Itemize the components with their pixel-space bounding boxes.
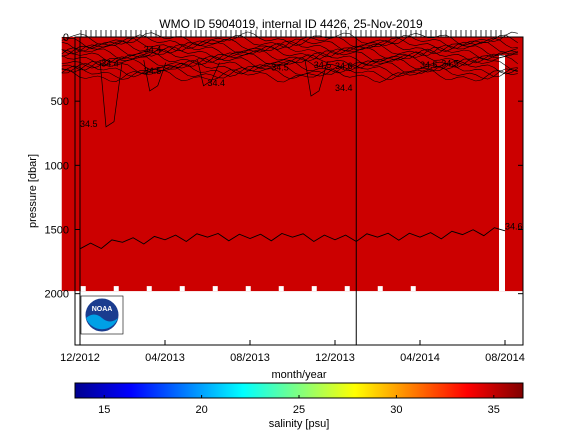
- profile-gap: [344, 286, 350, 292]
- contour-label: 34.4: [144, 44, 162, 54]
- x-axis-label: month/year: [271, 369, 326, 381]
- contour-line: [61, 40, 518, 55]
- contour-label: 34.5: [144, 66, 162, 76]
- contour-label: 34.5: [420, 60, 438, 70]
- contour-line: [61, 57, 518, 72]
- axes-frame: [74, 36, 524, 346]
- profile-gap: [80, 286, 86, 292]
- colorbar: 15 20 25 30 35 salinity [psu]: [74, 382, 524, 430]
- profile-gap: [146, 286, 152, 292]
- chart-title: WMO ID 5904019, internal ID 4426, 25-Nov…: [159, 17, 423, 31]
- x-tick-label: 12/2013: [315, 352, 355, 364]
- profile-gap: [179, 286, 185, 292]
- contour-label: 34.6: [505, 222, 523, 232]
- profile-gap: [245, 286, 251, 292]
- x-tick-label: 12/2012: [60, 352, 100, 364]
- contour-label: 34.5: [271, 62, 289, 72]
- contour-line: [61, 54, 518, 69]
- contour-spike: [143, 60, 167, 92]
- y-tick-label: 1500: [45, 225, 69, 237]
- contour-label: 34.5: [441, 59, 459, 69]
- contour-line: [61, 34, 518, 49]
- contour-label: 34.6: [335, 61, 353, 71]
- colorbar-tick-label: 30: [390, 404, 402, 416]
- colorbar-tick-label: 15: [98, 404, 110, 416]
- profile-gap: [410, 286, 416, 292]
- contour-label: 34.5: [80, 119, 98, 129]
- contour-line: [61, 68, 518, 83]
- plot-area: WMO ID 5904019, internal ID 4426, 25-Nov…: [27, 17, 525, 381]
- contour-34.6-deep: [79, 227, 506, 250]
- colorbar-tick-label: 35: [488, 404, 500, 416]
- x-tick-label: 08/2014: [485, 352, 525, 364]
- logo-text: NOAA: [92, 306, 113, 313]
- contour-lines: [61, 31, 518, 250]
- contour-label: 34.4: [208, 78, 226, 88]
- contour-line: [61, 31, 518, 47]
- contour-label: 34.4: [335, 83, 353, 93]
- y-tick-label: 2000: [45, 289, 69, 301]
- profile-gap: [113, 286, 119, 292]
- x-tick-label: 08/2013: [230, 352, 270, 364]
- data-gap: [499, 55, 505, 292]
- y-tick-label: 1000: [45, 160, 69, 172]
- colorbar-label: salinity [psu]: [269, 418, 330, 430]
- profile-gap: [212, 286, 218, 292]
- contour-spike: [99, 60, 123, 128]
- noaa-logo: NOAA: [80, 295, 124, 335]
- contour-line: [61, 46, 518, 61]
- colorbar-tick-label: 20: [195, 404, 207, 416]
- logo-wave: [86, 314, 118, 330]
- x-tick-label: 04/2013: [145, 352, 185, 364]
- profile-gap: [377, 286, 383, 292]
- y-tick-label: 0: [63, 32, 69, 44]
- contour-spike: [197, 60, 220, 87]
- contour-label: 34.4: [101, 59, 119, 69]
- x-tick-label: 04/2014: [400, 352, 440, 364]
- y-tick-label: 500: [51, 96, 69, 108]
- salinity-field: [61, 37, 524, 292]
- contour-label: 34.5: [314, 60, 332, 70]
- colorbar-tick-label: 25: [293, 404, 305, 416]
- profile-gap: [311, 286, 317, 292]
- contour-line: [61, 37, 518, 52]
- profile-gap: [278, 286, 284, 292]
- y-axis-label: pressure [dbar]: [27, 154, 39, 228]
- contour-spike: [304, 60, 328, 97]
- logo-ring: [84, 297, 120, 333]
- contour-line: [61, 62, 518, 78]
